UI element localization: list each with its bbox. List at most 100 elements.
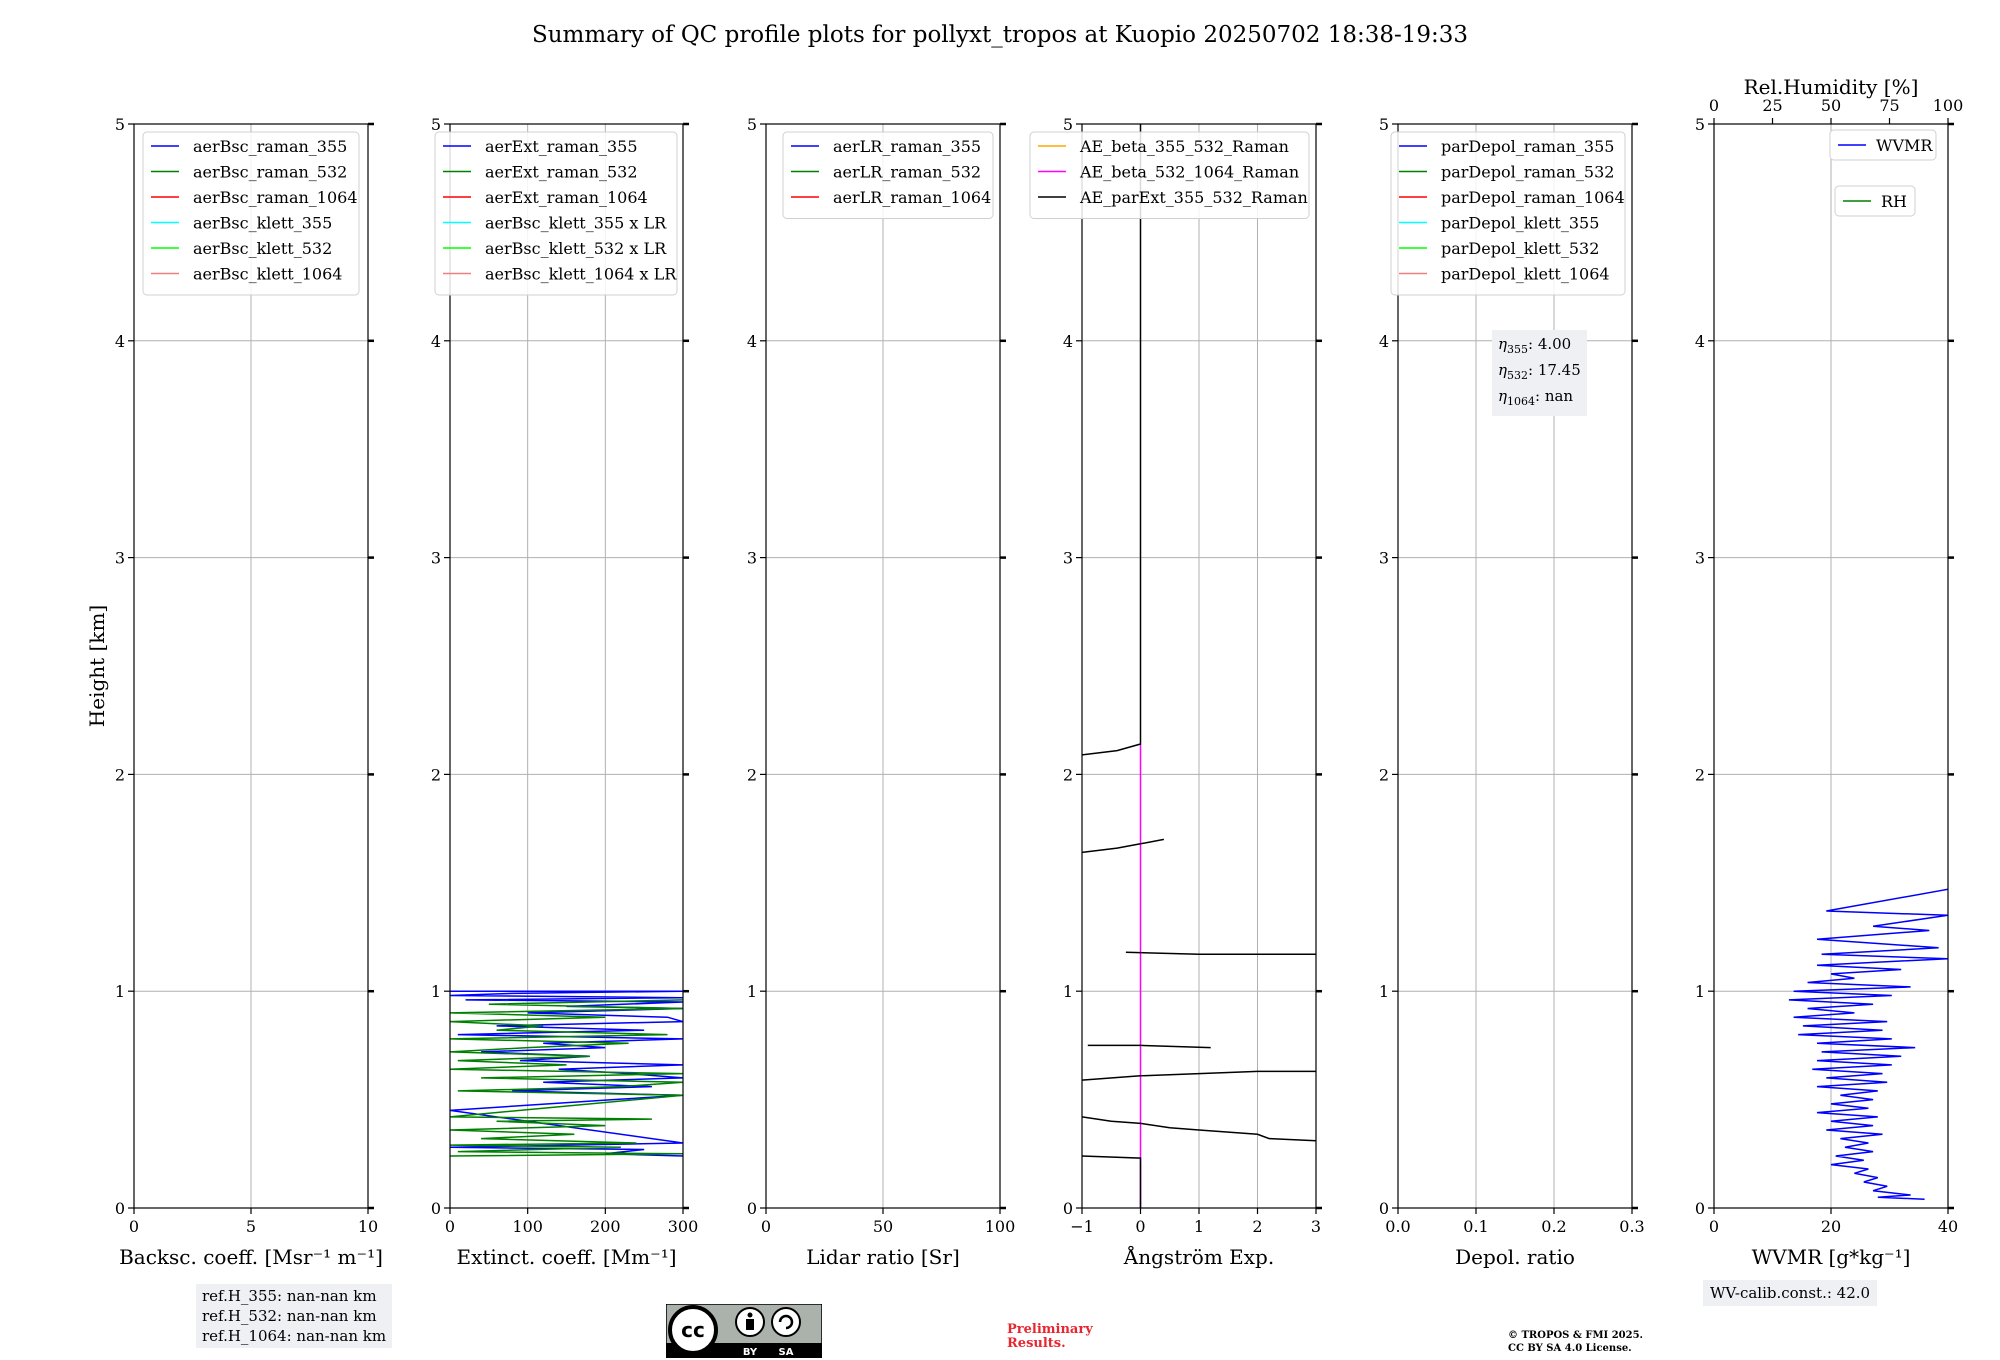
eta-box: η355: 4.00 η532: 17.45 η1064: nan xyxy=(1492,330,1587,416)
copyright-line-2: CC BY SA 4.0 License. xyxy=(1508,1343,1632,1354)
x-tick-label: 0.2 xyxy=(1541,1217,1566,1236)
x-tick-label: 0 xyxy=(1135,1217,1145,1236)
attribution-icon-body xyxy=(746,1319,754,1330)
figure-title: Summary of QC profile plots for pollyxt_… xyxy=(531,22,1469,48)
x-tick-label: 3 xyxy=(1311,1217,1321,1236)
y-tick-label: 2 xyxy=(1063,765,1073,784)
series-line-ae-parext-355-532-raman xyxy=(1082,1155,1142,1208)
series-line-aerext-raman-355 xyxy=(450,990,683,1157)
y-tick-label: 3 xyxy=(431,549,441,568)
legend-label: aerExt_raman_532 xyxy=(485,163,638,182)
series-line-ae-parext-355-532-raman xyxy=(1082,1070,1316,1081)
x-tick-label: 100 xyxy=(512,1217,543,1236)
y-tick-label: 2 xyxy=(747,765,757,784)
ref-height-1064: ref.H_1064: nan-nan km xyxy=(202,1327,387,1345)
y-tick-label: 5 xyxy=(1695,115,1705,134)
y-tick-label: 4 xyxy=(115,332,125,351)
wv-calib-box: WV-calib.const.: 42.0 xyxy=(1703,1280,1878,1306)
legend-label: WVMR xyxy=(1876,136,1933,155)
y-tick-label: 5 xyxy=(115,115,125,134)
series-line-aerext-raman-532 xyxy=(450,999,683,1157)
legend-label: aerBsc_klett_532 x LR xyxy=(485,239,667,258)
share-alike-icon-arc xyxy=(778,1314,794,1330)
preliminary-notice: Preliminary Results. xyxy=(1007,1323,1093,1351)
x-axis-label: Lidar ratio [Sr] xyxy=(806,1245,960,1269)
legend-box xyxy=(434,131,678,296)
x-tick-label: 20 xyxy=(1821,1217,1841,1236)
legend-label: aerBsc_raman_532 xyxy=(193,163,347,182)
series-line-wvmr xyxy=(1788,888,1948,1201)
y-tick-label: 1 xyxy=(747,982,757,1001)
x-axis-label: Depol. ratio xyxy=(1455,1245,1575,1269)
panel-5: 0 1 2 3 4 5 0.0 0.1 0.2 0.3 Depol. ratio parDepol_r… xyxy=(1379,115,1645,1269)
y-tick-label: 1 xyxy=(431,982,441,1001)
legend-box xyxy=(782,131,994,219)
y-tick-label: 5 xyxy=(1063,115,1073,134)
legend-label: parDepol_klett_532 xyxy=(1441,239,1599,258)
y-tick-label: 4 xyxy=(431,332,441,351)
x-tick-label: 0.0 xyxy=(1385,1217,1410,1236)
preliminary-line-1: Preliminary xyxy=(1007,1322,1093,1337)
y-tick-label: 1 xyxy=(115,982,125,1001)
legend-label: AE_beta_532_1064_Raman xyxy=(1079,163,1299,182)
y-tick-label: 0 xyxy=(431,1199,441,1218)
series-line-ae-parext-355-532-raman xyxy=(1082,838,1165,854)
y-tick-label: 2 xyxy=(431,765,441,784)
legend-label: RH xyxy=(1881,192,1907,211)
x-tick-label: 0 xyxy=(1709,1217,1719,1236)
share-alike-icon xyxy=(771,1307,801,1337)
x2-tick-label: 0 xyxy=(1709,96,1719,115)
ref-height-532: ref.H_532: nan-nan km xyxy=(202,1307,377,1325)
y-tick-label: 1 xyxy=(1063,982,1073,1001)
panel-1: 0 1 2 3 4 5 0 5 10 Backsc. coeff. [Msr⁻¹ m⁻¹] Heig… xyxy=(85,115,383,1269)
legend-box xyxy=(1390,131,1626,296)
y-tick-label: 5 xyxy=(747,115,757,134)
y-tick-label: 5 xyxy=(1379,115,1389,134)
x-tick-label: 10 xyxy=(358,1217,378,1236)
legend-label: aerBsc_klett_532 xyxy=(193,239,332,258)
legend-label: aerBsc_raman_355 xyxy=(193,137,347,156)
legend-label: parDepol_raman_532 xyxy=(1441,163,1614,182)
legend-label: parDepol_klett_1064 xyxy=(1441,265,1610,284)
eta-355: η355: 4.00 xyxy=(1498,335,1572,356)
y-tick-label: 2 xyxy=(1695,765,1705,784)
legend-box xyxy=(1834,185,1916,217)
legend-box xyxy=(1829,129,1937,161)
axes-frame xyxy=(1397,123,1633,1209)
y-tick-label: 1 xyxy=(1379,982,1389,1001)
x2-tick-label: 25 xyxy=(1762,96,1782,115)
series-line-ae-parext-355-532-raman xyxy=(1082,1116,1316,1142)
reference-heights-box: ref.H_355: nan-nan km ref.H_532: nan-nan… xyxy=(196,1284,393,1348)
y-tick-label: 2 xyxy=(1379,765,1389,784)
eta-532: η532: 17.45 xyxy=(1498,361,1581,382)
x-axis-label: Backsc. coeff. [Msr⁻¹ m⁻¹] xyxy=(119,1245,383,1269)
panel-2: 0 1 2 3 4 5 0 100 200 300 Extinct. coeff. [Mm⁻¹] ae… xyxy=(431,115,698,1269)
ref-height-355: ref.H_355: nan-nan km xyxy=(202,1287,377,1305)
series-line-ae-parext-355-532-raman xyxy=(1125,951,1316,956)
y-tick-label: 0 xyxy=(115,1199,125,1218)
legend-label: aerLR_raman_355 xyxy=(833,137,981,156)
legend-label: AE_beta_355_532_Raman xyxy=(1079,137,1289,156)
cc-license-badge: cc BY SA xyxy=(666,1304,822,1358)
x2-tick-label: 100 xyxy=(1933,96,1964,115)
legend-label: aerExt_raman_1064 xyxy=(485,188,648,207)
x-tick-label: 1 xyxy=(1194,1217,1204,1236)
y-tick-label: 0 xyxy=(747,1199,757,1218)
y-tick-label: 3 xyxy=(115,549,125,568)
y-tick-label: 4 xyxy=(1695,332,1705,351)
y-tick-label: 3 xyxy=(1379,549,1389,568)
x2-tick-label: 50 xyxy=(1821,96,1841,115)
attribution-icon-head xyxy=(747,1312,753,1318)
y-tick-label: 4 xyxy=(1379,332,1389,351)
legend-label: aerBsc_klett_1064 x LR xyxy=(485,265,677,284)
y-tick-label: 0 xyxy=(1695,1199,1705,1218)
axes-frame xyxy=(449,123,684,1209)
legend-label: parDepol_raman_355 xyxy=(1441,137,1614,156)
x-tick-label: 300 xyxy=(668,1217,699,1236)
legend-label: aerBsc_raman_1064 xyxy=(193,188,358,207)
cc-logo-icon xyxy=(668,1305,718,1355)
